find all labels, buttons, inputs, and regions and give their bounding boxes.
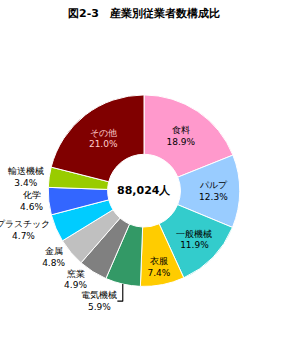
svg-text:食料18.9%: 食料18.9% xyxy=(167,125,196,147)
svg-text:パルプ12.3%: パルプ12.3% xyxy=(199,180,228,202)
svg-text:その他21.0%: その他21.0% xyxy=(89,128,118,150)
svg-text:窯業4.9%: 窯業4.9% xyxy=(64,269,87,291)
svg-text:金属4.8%: 金属4.8% xyxy=(42,246,65,268)
svg-text:電気機械5.9%: 電気機械5.9% xyxy=(81,290,117,312)
svg-text:プラスチック4.7%: プラスチック4.7% xyxy=(0,219,50,241)
svg-text:一般機械11.9%: 一般機械11.9% xyxy=(176,229,212,251)
svg-text:衣服7.4%: 衣服7.4% xyxy=(147,256,170,278)
svg-text:化学4.6%: 化学4.6% xyxy=(20,190,43,212)
svg-text:88,024人: 88,024人 xyxy=(117,184,171,197)
svg-text:図2-3 産業別従業者数構成比: 図2-3 産業別従業者数構成比 xyxy=(68,7,220,20)
svg-text:輸送機械3.4%: 輸送機械3.4% xyxy=(8,166,44,188)
